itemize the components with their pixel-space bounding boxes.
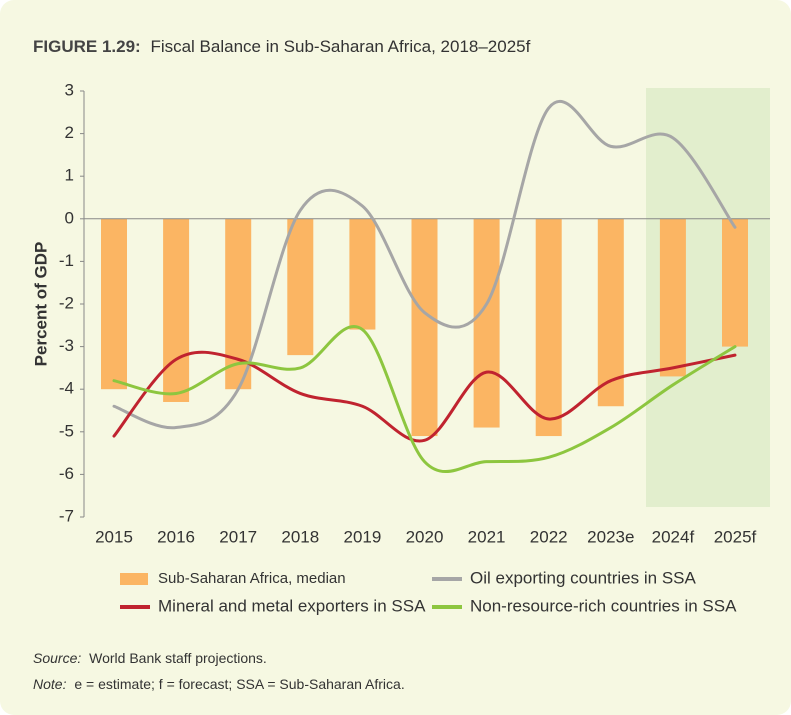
bar — [163, 218, 190, 402]
x-tick-label: 2015 — [95, 527, 133, 546]
bar — [411, 218, 438, 437]
legend-label: Non-resource-rich countries in SSA — [470, 596, 737, 615]
figure-label: FIGURE 1.29: — [33, 37, 141, 56]
line — [112, 350, 737, 443]
bar — [659, 218, 686, 377]
x-tick-label: 2018 — [281, 527, 319, 546]
y-tick-label: 2 — [65, 123, 74, 142]
note: Note: e = estimate; f = forecast; SSA = … — [33, 676, 405, 692]
x-tick-label: 2025f — [714, 527, 757, 546]
x-tick-label: 2017 — [219, 527, 257, 546]
y-tick-label: -1 — [59, 251, 74, 270]
source-text: World Bank staff projections. — [89, 650, 267, 666]
y-tick-label: -4 — [59, 379, 74, 398]
source: Source: World Bank staff projections. — [33, 650, 267, 666]
bar — [287, 218, 314, 356]
x-tick-label: 2019 — [343, 527, 381, 546]
legend-swatch — [120, 573, 148, 585]
bar — [473, 218, 500, 428]
y-tick-label: 3 — [65, 80, 74, 99]
bar — [597, 218, 624, 407]
note-text: e = estimate; f = forecast; SSA = Sub-Sa… — [74, 676, 404, 692]
source-label: Source: — [33, 650, 81, 666]
y-axis-label: Percent of GDP — [31, 242, 50, 367]
x-tick-label: 2024f — [652, 527, 695, 546]
y-tick-label: 1 — [65, 166, 74, 185]
x-tick-label: 2016 — [157, 527, 195, 546]
bar — [722, 218, 748, 347]
y-tick-label: -2 — [59, 293, 74, 312]
x-tick-label: 2020 — [406, 527, 444, 546]
bar — [101, 218, 127, 390]
x-tick-label: 2023e — [587, 527, 634, 546]
y-tick-label: -3 — [59, 336, 74, 355]
line — [112, 99, 737, 430]
line — [112, 325, 737, 474]
legend-label: Oil exporting countries in SSA — [470, 568, 696, 587]
x-tick-label: 2021 — [468, 527, 506, 546]
legend-label: Sub-Saharan Africa, median — [158, 570, 346, 587]
y-tick-label: -7 — [59, 506, 74, 525]
title-text: Fiscal Balance in Sub-Saharan Africa, 20… — [150, 37, 530, 56]
y-tick-label: -6 — [59, 464, 74, 483]
bar — [535, 218, 562, 437]
legend-label: Mineral and metal exporters in SSA — [158, 596, 426, 615]
x-tick-label: 2022 — [530, 527, 568, 546]
y-tick-label: 0 — [65, 208, 74, 227]
bar — [349, 218, 376, 330]
note-label: Note: — [33, 676, 67, 692]
y-tick-label: -5 — [59, 421, 74, 440]
chart-title: FIGURE 1.29: Fiscal Balance in Sub-Sahar… — [33, 37, 531, 56]
